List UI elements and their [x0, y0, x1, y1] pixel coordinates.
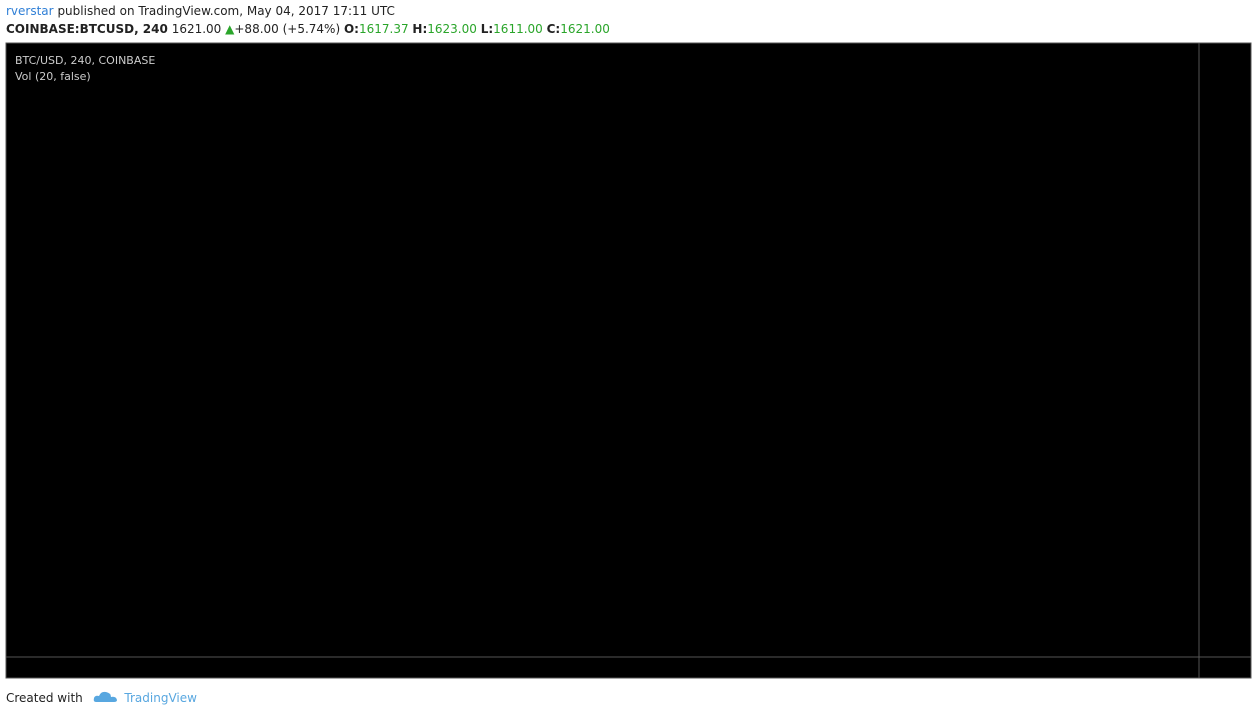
logo — [93, 691, 117, 702]
publish-line: rverstar published on TradingView.com, M… — [6, 4, 395, 18]
footer: Created with TradingView — [6, 688, 197, 705]
quote-line: COINBASE:BTCUSD, 240 1621.00 ▲+88.00 (+5… — [6, 22, 610, 36]
c: 1621.00 — [560, 22, 610, 36]
created-with: Created with — [6, 691, 83, 705]
h-label: H: — [412, 22, 428, 36]
o: 1617.37 — [358, 22, 409, 36]
change: +88.00 (+5.74%) — [234, 22, 341, 36]
c-label: C: — [546, 22, 561, 36]
chart: BTC/USD, 240, COINBASE Vol (20, false) — [5, 42, 1252, 679]
author[interactable]: rverstar — [6, 4, 54, 18]
l-label: L: — [480, 22, 494, 36]
logo-cloud — [93, 691, 117, 702]
h: 1623.00 — [427, 22, 477, 36]
published: published on TradingView.com, May 04, 20… — [57, 4, 395, 18]
last: 1621.00 — [171, 22, 222, 36]
legend-symbol: BTC/USD, 240, COINBASE — [15, 54, 155, 67]
legend-volume: Vol (20, false) — [15, 70, 91, 83]
brand[interactable]: TradingView — [124, 691, 197, 705]
l: 1611.00 — [493, 22, 543, 36]
o-label: O: — [343, 22, 359, 36]
arrow: ▲ — [225, 22, 235, 36]
symbol: COINBASE:BTCUSD, 240 — [6, 22, 168, 36]
chart-background — [5, 42, 1252, 679]
